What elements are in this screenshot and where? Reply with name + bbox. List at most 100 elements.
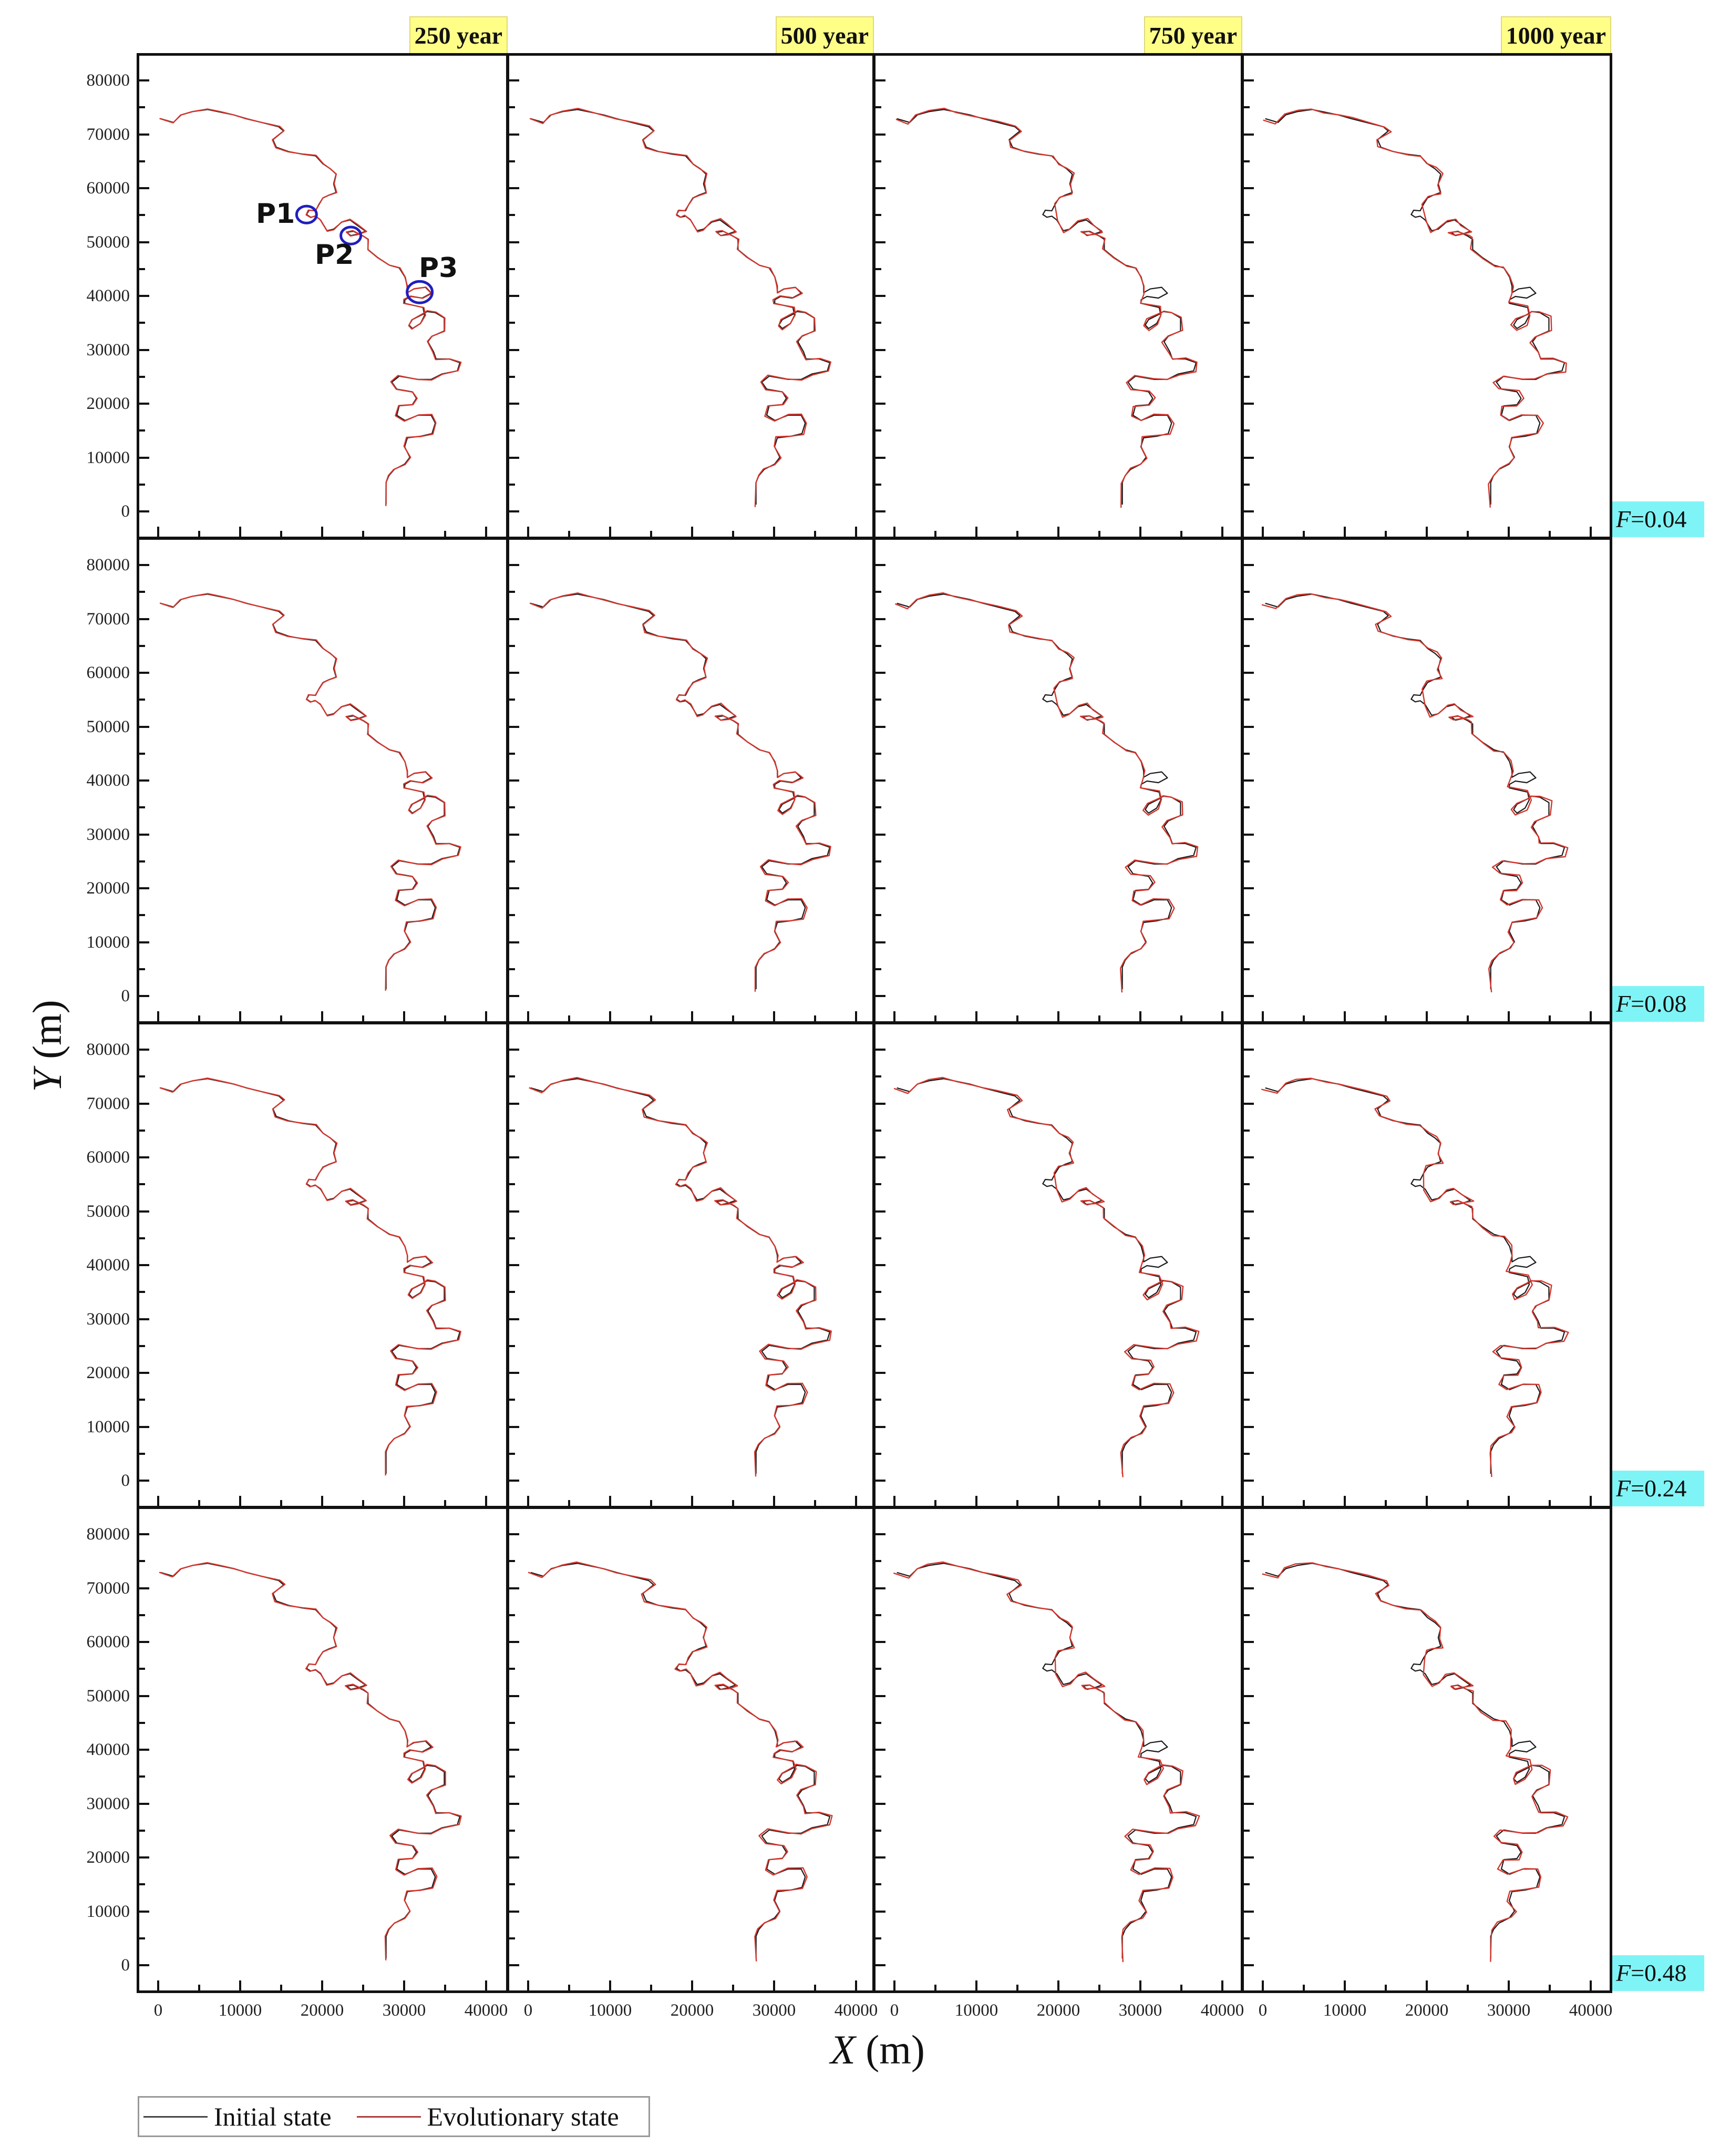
y-tick (1242, 1372, 1254, 1374)
initial-state-line (897, 1079, 1196, 1474)
y-tick-label: 50000 (86, 1202, 130, 1221)
y-tick (138, 1237, 145, 1239)
x-tick (1590, 527, 1592, 538)
x-tick (609, 1980, 611, 1992)
y-tick (874, 1856, 885, 1859)
x-tick (444, 1500, 446, 1507)
x-tick (1057, 1011, 1059, 1023)
x-tick (568, 531, 570, 538)
evolutionary-state-line (896, 108, 1197, 508)
y-tick (138, 806, 145, 809)
y-tick (508, 1291, 515, 1293)
y-tick (508, 429, 515, 432)
river-plot (874, 1023, 1242, 1507)
x-tick-label: 40000 (1200, 2001, 1244, 2020)
y-tick (508, 1883, 515, 1886)
plot-panel-500-year-F0.04 (507, 53, 875, 539)
y-tick-label: 10000 (86, 448, 130, 467)
x-tick (773, 1980, 775, 1992)
legend-item-initial: Initial state (139, 2101, 332, 2132)
y-tick (874, 995, 885, 997)
y-tick-label: 30000 (86, 1794, 130, 1813)
y-tick (874, 1264, 885, 1266)
x-tick (321, 1980, 323, 1992)
y-tick (138, 1183, 145, 1186)
f-value: =0.08 (1631, 990, 1687, 1017)
annotation-label-p2: P2 (315, 239, 354, 271)
y-tick (874, 1802, 885, 1805)
y-tick-label: 80000 (86, 1040, 130, 1059)
initial-state-line (1265, 1563, 1564, 1958)
y-tick (1242, 429, 1250, 432)
x-tick (1262, 1496, 1264, 1507)
y-tick (874, 699, 881, 701)
y-tick (138, 1749, 149, 1751)
y-tick (138, 1910, 149, 1913)
y-tick (874, 403, 885, 405)
y-tick-label: 70000 (86, 609, 130, 629)
legend-swatch-evolutionary (356, 2116, 421, 2118)
x-tick (1590, 1011, 1592, 1023)
y-tick (138, 699, 145, 701)
plot-panel-250-year-F0.48 (137, 1506, 509, 1993)
y-tick (508, 833, 519, 836)
y-tick (138, 160, 145, 162)
y-tick (138, 860, 145, 863)
y-tick (138, 1075, 145, 1078)
y-tick (138, 725, 149, 728)
y-tick (508, 1075, 515, 1078)
y-tick (874, 1614, 881, 1616)
y-tick (874, 1560, 881, 1563)
annotation-circle-p2 (341, 227, 361, 244)
y-tick (874, 860, 881, 863)
y-tick (874, 1749, 885, 1751)
evolutionary-state-line (160, 593, 460, 991)
y-tick (508, 591, 515, 593)
y-tick (508, 1829, 515, 1832)
y-tick (508, 1318, 519, 1320)
y-tick-label: 0 (121, 987, 130, 1005)
initial-state-line (531, 1079, 830, 1474)
y-tick (138, 483, 145, 486)
y-tick (874, 968, 881, 970)
x-tick-label: 20000 (1405, 2001, 1449, 2020)
y-tick-label: 40000 (86, 771, 130, 790)
f-variable: F (1616, 990, 1631, 1017)
y-tick (508, 241, 519, 243)
plot-panel-1000-year-F0.24 (1241, 1022, 1612, 1508)
y-tick (1242, 1533, 1254, 1535)
y-tick-label: 60000 (86, 179, 130, 198)
y-tick (508, 995, 519, 997)
river-plot (1242, 538, 1611, 1023)
y-tick (874, 725, 885, 728)
initial-state-line (161, 1563, 460, 1958)
y-tick (1242, 1695, 1254, 1697)
column-header-500-year: 500 year (775, 16, 874, 53)
x-tick (732, 1500, 734, 1507)
x-tick (934, 1500, 936, 1507)
annotation-circle-p1 (296, 206, 316, 223)
x-tick-label: 30000 (382, 2001, 426, 2020)
initial-state-line (1265, 594, 1564, 989)
y-tick-label: 30000 (86, 825, 130, 844)
y-tick (138, 1425, 149, 1428)
x-tick-label: 0 (153, 2001, 163, 2020)
y-tick (1242, 214, 1250, 217)
evolutionary-state-line (530, 593, 831, 992)
x-tick (893, 1011, 895, 1023)
y-tick (508, 752, 515, 755)
y-tick (874, 510, 885, 512)
y-tick (508, 160, 515, 162)
y-tick (1242, 672, 1254, 674)
x-tick (1180, 1500, 1182, 1507)
annotation-circle-p3 (407, 281, 432, 303)
y-tick (138, 1533, 149, 1535)
y-tick (1242, 860, 1250, 863)
x-tick (1467, 1015, 1469, 1023)
y-tick (508, 1533, 519, 1535)
plot-panel-500-year-F0.24 (507, 1022, 875, 1508)
y-tick (1242, 375, 1250, 378)
y-tick (508, 322, 515, 324)
x-tick (444, 1015, 446, 1023)
y-tick-label: 0 (121, 502, 130, 521)
